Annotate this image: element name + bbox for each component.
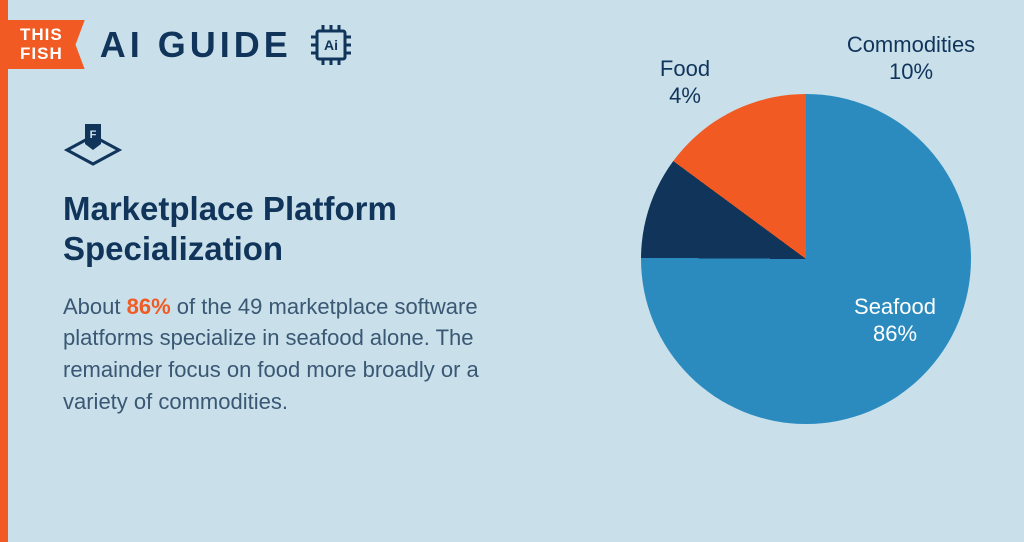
section-heading: Marketplace Platform Specialization: [63, 189, 523, 268]
pie: [641, 94, 971, 424]
svg-text:F: F: [90, 129, 97, 141]
ribbon-line-2: FISH: [20, 45, 63, 64]
slice-label-food: Food 4%: [635, 56, 735, 109]
body-pre: About: [63, 294, 127, 319]
svg-text:Ai: Ai: [324, 37, 338, 53]
body-text: About 86% of the 49 marketplace software…: [63, 291, 523, 419]
page-title: AI GUIDE: [100, 24, 292, 66]
platform-icon: F: [63, 124, 123, 166]
chart-column: Commodities 10% Food 4% Seafood 86%: [553, 124, 969, 418]
content: F Marketplace Platform Specialization Ab…: [8, 69, 1024, 418]
ribbon-line-1: THIS: [20, 26, 63, 45]
slice-label-commodities: Commodities 10%: [831, 32, 991, 85]
brand-ribbon: THIS FISH: [8, 20, 85, 69]
pie-chart: Commodities 10% Food 4% Seafood 86%: [641, 94, 971, 424]
text-column: F Marketplace Platform Specialization Ab…: [63, 124, 523, 418]
ai-chip-icon: Ai: [307, 21, 355, 69]
slice-label-seafood: Seafood 86%: [835, 294, 955, 347]
body-highlight: 86%: [127, 294, 171, 319]
